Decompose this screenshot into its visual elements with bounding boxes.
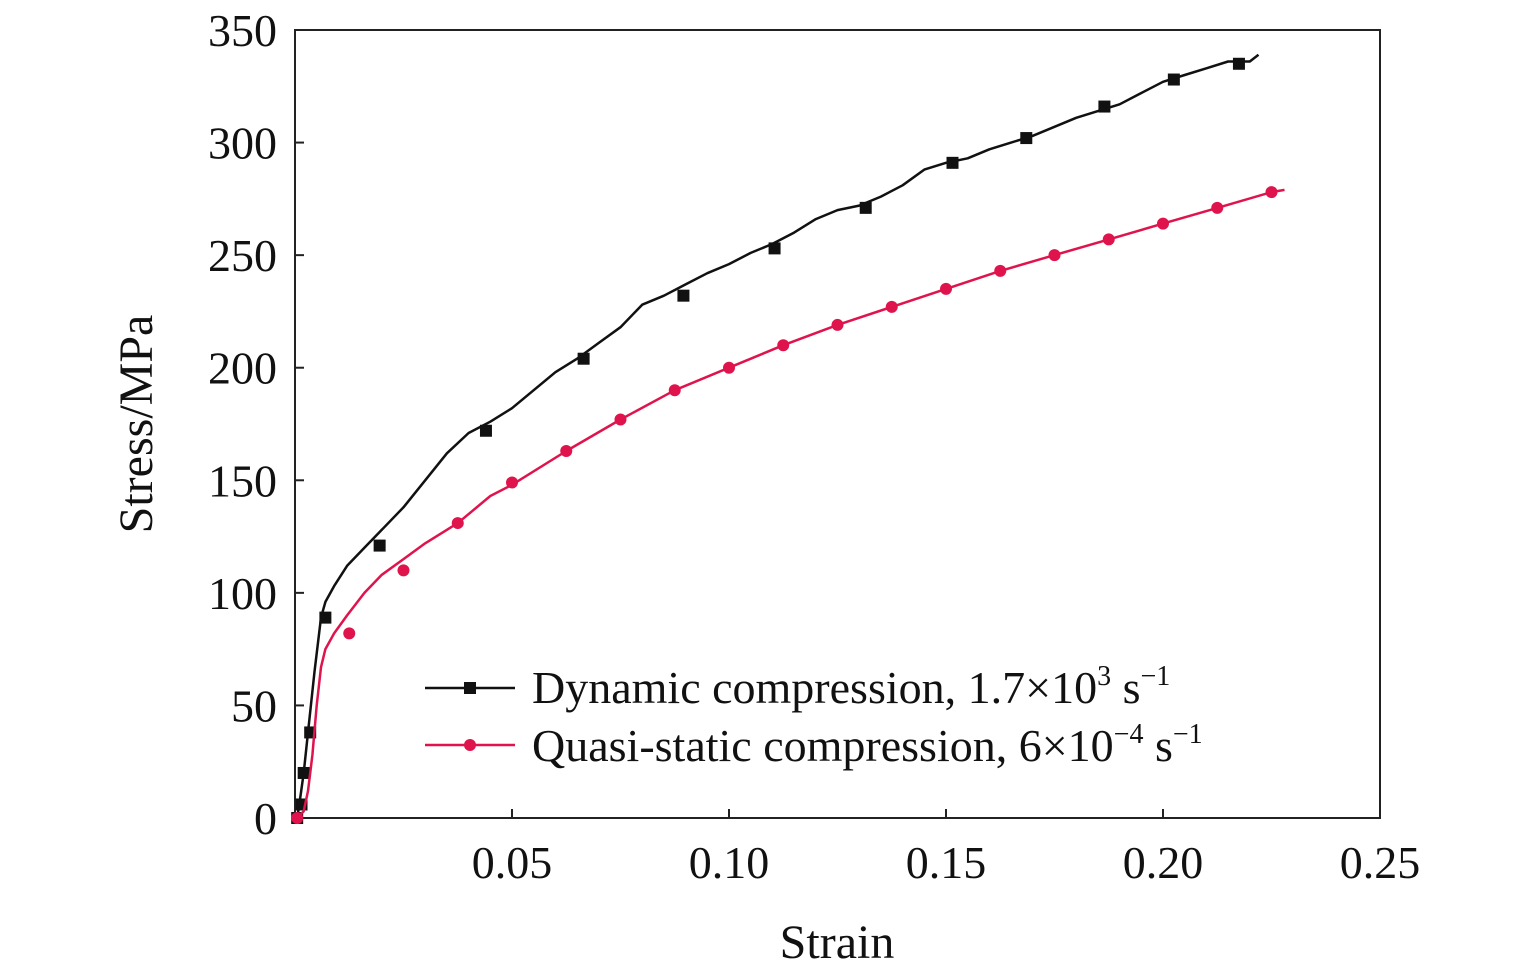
legend-quasistatic-name: Quasi-static compression, 6×10: [532, 720, 1114, 771]
y-tick-label: 250: [208, 230, 277, 281]
data-point-0: [479, 424, 492, 437]
data-point-1: [885, 300, 898, 313]
data-point-1: [994, 264, 1007, 277]
legend-quasistatic-sup2: −1: [1173, 719, 1203, 750]
data-point-0: [1167, 73, 1180, 86]
data-point-0: [768, 242, 781, 255]
legend-dynamic-sup2: −1: [1140, 661, 1170, 692]
data-point-1: [343, 627, 356, 640]
legend-dynamic-sup1: 3: [1097, 661, 1111, 692]
legend-marker-quasistatic: [464, 739, 476, 751]
data-point-1: [1048, 249, 1061, 262]
x-axis-label: Strain: [780, 916, 895, 969]
data-point-0: [577, 352, 590, 365]
data-point-1: [831, 318, 844, 331]
legend-marker-dynamic: [464, 682, 476, 694]
data-point-1: [1265, 186, 1278, 199]
data-point-1: [397, 564, 410, 577]
data-point-0: [319, 611, 332, 624]
legend-dynamic-name: Dynamic compression, 1.7×10: [532, 662, 1097, 713]
x-tick-label: 0.10: [689, 837, 770, 888]
data-point-1: [614, 413, 627, 426]
y-tick-label: 100: [208, 568, 277, 619]
legend-entry-dynamic: Dynamic compression, 1.7×103 s−1: [532, 661, 1170, 713]
y-tick-label: 350: [208, 5, 277, 56]
legend-quasistatic-mid: s: [1143, 720, 1172, 771]
y-tick-label: 150: [208, 455, 277, 506]
data-point-1: [777, 339, 790, 352]
data-point-1: [506, 476, 518, 489]
y-axis-ticks: 0 50 100 150 200 250 300 350: [208, 5, 304, 844]
x-tick-label: 0.20: [1123, 837, 1204, 888]
data-point-1: [668, 384, 681, 397]
series-line-0: [295, 53, 1260, 819]
data-point-0: [677, 289, 690, 302]
y-axis-label: Stress/MPa: [110, 315, 163, 534]
x-axis-ticks: 0.05 0.10 0.15 0.20 0.25: [472, 809, 1421, 888]
y-tick-label: 300: [208, 118, 277, 169]
data-point-0: [946, 156, 959, 169]
data-point-0: [859, 201, 872, 214]
x-tick-label: 0.15: [906, 837, 987, 888]
data-point-1: [1102, 233, 1115, 246]
data-point-1: [1211, 201, 1224, 214]
data-point-1: [560, 445, 573, 458]
y-tick-label: 50: [231, 680, 277, 731]
y-tick-label: 200: [208, 343, 277, 394]
data-point-1: [291, 812, 304, 824]
y-tick-label: 0: [254, 793, 277, 844]
legend: Dynamic compression, 1.7×103 s−1 Quasi-s…: [425, 661, 1203, 771]
legend-dynamic-mid: s: [1111, 662, 1140, 713]
data-point-0: [373, 539, 386, 552]
data-point-1: [940, 282, 952, 295]
data-point-1: [723, 361, 735, 374]
data-point-1: [451, 517, 464, 530]
data-point-0: [1232, 57, 1245, 70]
data-point-0: [1098, 100, 1111, 113]
data-point-0: [297, 766, 310, 779]
legend-entry-quasistatic: Quasi-static compression, 6×10−4 s−1: [532, 719, 1203, 771]
legend-quasistatic-sup1: −4: [1114, 719, 1144, 750]
series-layer: [291, 53, 1285, 824]
x-tick-label: 0.25: [1340, 837, 1421, 888]
x-tick-label: 0.05: [472, 837, 553, 888]
plot-frame: [294, 29, 1381, 819]
data-point-0: [1020, 132, 1033, 145]
data-point-1: [1157, 217, 1169, 230]
